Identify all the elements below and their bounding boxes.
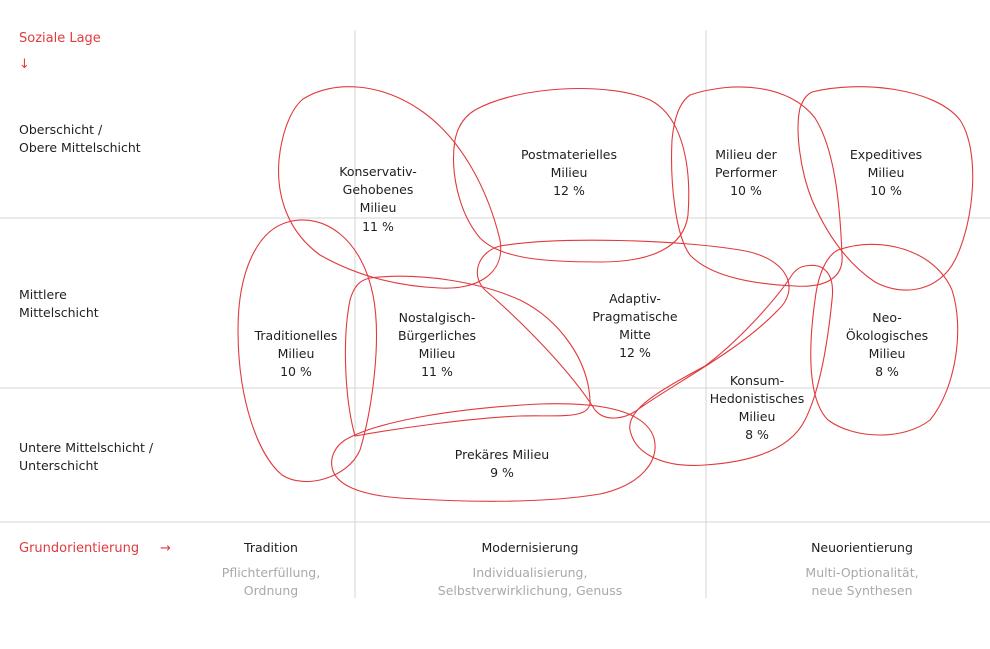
milieu-share: 11 % <box>362 219 394 234</box>
x-axis-title: Grundorientierung <box>19 541 139 556</box>
column-sub-modernisierung-line2: Selbstverwirklichung, Genuss <box>438 583 622 598</box>
column-heading-modernisierung: Modernisierung <box>482 540 579 555</box>
milieu-label-line: Konsum- <box>730 373 784 388</box>
column-sub-tradition-line2: Ordnung <box>244 583 298 598</box>
milieu-konsum: Konsum- Hedonistisches Milieu 8 % <box>710 373 804 442</box>
milieu-label-line: Pragmatische <box>592 309 678 324</box>
milieu-label-line: Gehobenes <box>343 182 414 197</box>
outline-postmateriell <box>453 87 690 263</box>
milieu-nostalgisch: Nostalgisch- Bürgerliches Milieu 11 % <box>398 310 476 379</box>
row-label-middle-line2: Mittelschicht <box>19 305 99 320</box>
row-label-upper-line1: Oberschicht / <box>19 122 103 137</box>
milieu-label-line: Milieu <box>869 346 906 361</box>
row-label-middle-line1: Mittlere <box>19 287 67 302</box>
milieu-label-line: Milieu <box>551 165 588 180</box>
milieu-konservativ: Konservativ- Gehobenes Milieu 11 % <box>339 164 417 234</box>
milieu-neooeko: Neo- Ökologisches Milieu 8 % <box>846 310 928 379</box>
milieu-label-line: Traditionelles <box>254 328 338 343</box>
milieu-label-line: Milieu <box>868 165 905 180</box>
milieu-label-line: Ökologisches <box>846 327 928 343</box>
milieu-label-line: Prekäres Milieu <box>455 447 549 462</box>
milieu-share: 8 % <box>875 364 899 379</box>
outline-expeditiv <box>797 86 974 291</box>
milieu-label-line: Neo- <box>872 310 901 325</box>
y-axis-title: Soziale Lage <box>19 31 101 46</box>
milieu-share: 10 % <box>280 364 312 379</box>
outline-prekaer <box>331 403 656 502</box>
column-heading-tradition: Tradition <box>243 540 298 555</box>
milieu-performer: Milieu der Performer 10 % <box>715 147 778 198</box>
milieu-label-line: Nostalgisch- <box>399 310 476 325</box>
milieu-label-line: Milieu <box>360 200 397 215</box>
outline-adaptiv <box>476 239 790 419</box>
outline-konsum <box>629 264 834 466</box>
milieu-label-line: Expeditives <box>850 147 922 162</box>
milieu-expeditiv: Expeditives Milieu 10 % <box>850 147 922 198</box>
milieu-share: 12 % <box>619 345 651 360</box>
milieu-prekaer: Prekäres Milieu 9 % <box>455 447 549 480</box>
milieu-traditionell: Traditionelles Milieu 10 % <box>254 328 338 379</box>
milieu-label-line: Milieu <box>739 409 776 424</box>
outline-neooeko <box>810 243 959 436</box>
milieu-label-line: Bürgerliches <box>398 328 476 343</box>
milieu-label-line: Performer <box>715 165 778 180</box>
outline-nostalgisch <box>344 275 591 437</box>
outline-konservativ <box>278 86 502 289</box>
milieu-label-line: Postmaterielles <box>521 147 617 162</box>
milieu-label-line: Mitte <box>619 327 651 342</box>
milieu-share: 12 % <box>553 183 585 198</box>
row-label-lower-line1: Untere Mittelschicht / <box>19 440 154 455</box>
column-sub-modernisierung-line1: Individualisierung, <box>473 565 588 580</box>
column-sub-neuorientierung-line2: neue Synthesen <box>811 583 912 598</box>
outline-traditionell <box>237 219 377 483</box>
y-axis: Soziale Lage ↓ Oberschicht / Obere Mitte… <box>19 31 154 473</box>
milieu-postmateriell: Postmaterielles Milieu 12 % <box>521 147 617 198</box>
row-label-lower-line2: Unterschicht <box>19 458 98 473</box>
row-label-upper-line2: Obere Mittelschicht <box>19 140 141 155</box>
milieu-adaptiv: Adaptiv- Pragmatische Mitte 12 % <box>592 291 678 360</box>
column-sub-neuorientierung-line1: Multi-Optionalität, <box>805 565 918 580</box>
grid <box>0 30 990 598</box>
milieu-share: 10 % <box>730 183 762 198</box>
milieu-outlines <box>237 86 974 502</box>
milieu-label-line: Milieu <box>278 346 315 361</box>
milieu-share: 10 % <box>870 183 902 198</box>
milieu-share: 8 % <box>745 427 769 442</box>
milieu-label-line: Adaptiv- <box>609 291 661 306</box>
milieu-share: 9 % <box>490 465 514 480</box>
milieu-label-line: Milieu <box>419 346 456 361</box>
milieu-labels: Konservativ- Gehobenes Milieu 11 % Postm… <box>254 147 929 480</box>
x-axis: Grundorientierung → Tradition Pflichterf… <box>19 540 919 598</box>
outline-performer <box>671 86 843 287</box>
column-heading-neuorientierung: Neuorientierung <box>811 540 913 555</box>
milieu-label-line: Milieu der <box>715 147 777 162</box>
right-arrow-icon: → <box>160 541 171 556</box>
down-arrow-icon: ↓ <box>19 57 30 72</box>
milieu-share: 11 % <box>421 364 453 379</box>
milieu-label-line: Konservativ- <box>339 164 417 179</box>
column-sub-tradition-line1: Pflichterfüllung, <box>222 565 320 580</box>
milieu-label-line: Hedonistisches <box>710 391 804 406</box>
